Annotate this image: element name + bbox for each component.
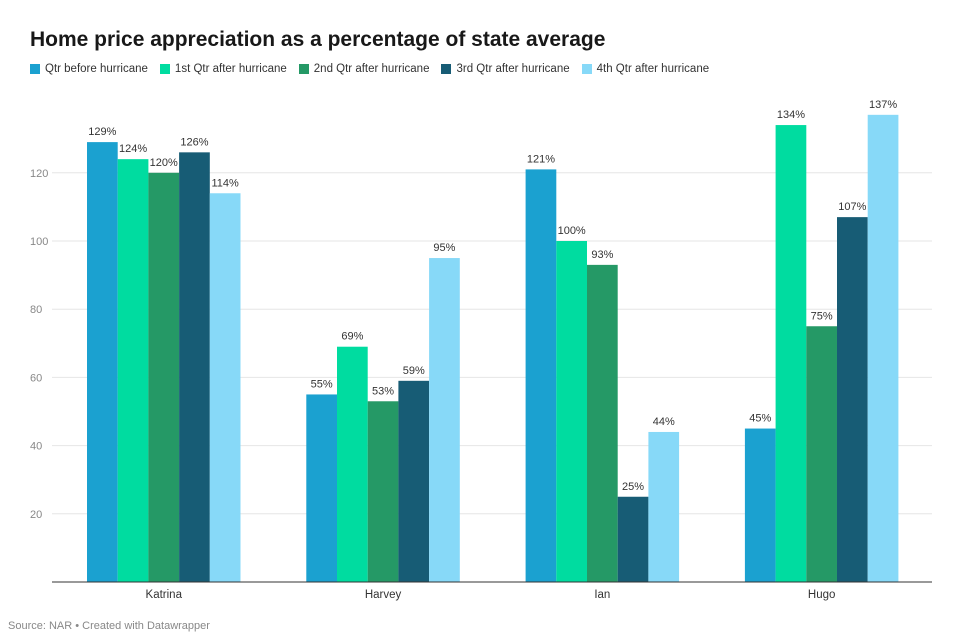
bar-value-label: 137%	[869, 99, 897, 111]
y-tick-label: 60	[30, 372, 42, 384]
bar	[867, 114, 899, 582]
legend-item: 4th Qtr after hurricane	[581, 63, 710, 75]
bar	[744, 428, 776, 582]
bar	[429, 258, 460, 582]
bar	[209, 193, 241, 582]
bar-value-label: 100%	[558, 225, 586, 237]
y-tick-label: 20	[30, 509, 42, 521]
bar-value-label: 45%	[749, 413, 771, 425]
source-footer: Source: NAR • Created with Datawrapper	[8, 620, 210, 632]
legend-item: 3rd Qtr after hurricane	[441, 63, 570, 75]
x-category-label: Ian	[594, 589, 610, 601]
bar	[837, 217, 868, 582]
x-category-label: Hugo	[808, 589, 836, 601]
bar-value-label: 126%	[180, 136, 208, 148]
bar	[179, 152, 210, 582]
legend-item: 2nd Qtr after hurricane	[298, 63, 430, 75]
legend-swatch	[30, 64, 40, 74]
bar	[117, 159, 149, 582]
bar-value-label: 124%	[119, 143, 147, 155]
y-tick-label: 80	[30, 304, 42, 316]
bar	[337, 346, 368, 582]
bar	[398, 380, 430, 582]
y-tick-label: 120	[30, 168, 48, 180]
bar	[87, 142, 118, 583]
bar-value-label: 120%	[150, 157, 178, 169]
legend-label: 1st Qtr after hurricane	[174, 63, 287, 75]
bar-value-label: 114%	[211, 177, 239, 189]
bar-value-label: 59%	[403, 365, 425, 377]
bar-value-label: 69%	[341, 331, 363, 343]
bar-value-label: 25%	[622, 481, 644, 493]
bar	[367, 401, 399, 582]
legend-label: Qtr before hurricane	[45, 63, 148, 75]
bar	[306, 394, 337, 582]
bar-value-label: 129%	[88, 126, 116, 138]
legend-swatch	[441, 64, 452, 74]
bar	[556, 241, 587, 582]
y-tick-label: 40	[30, 441, 42, 453]
bar-value-label: 134%	[777, 109, 805, 121]
legend-item: 1st Qtr after hurricane	[159, 63, 287, 75]
bar-value-label: 75%	[811, 310, 833, 322]
bar	[648, 431, 680, 582]
legend-label: 3rd Qtr after hurricane	[456, 63, 570, 75]
bar-value-label: 93%	[591, 249, 613, 261]
legend-label: 2nd Qtr after hurricane	[313, 63, 430, 75]
chart-legend: Qtr before hurricane 1st Qtr after hurric…	[30, 63, 709, 75]
bar-value-label: 107%	[838, 201, 866, 213]
bar	[525, 169, 557, 582]
bar	[587, 264, 618, 582]
legend-swatch	[581, 64, 592, 74]
x-category-label: Katrina	[146, 589, 183, 601]
bar	[775, 125, 807, 582]
bar-value-label: 44%	[653, 416, 675, 428]
legend-swatch	[159, 64, 170, 74]
bar	[806, 326, 837, 582]
bar-value-label: 95%	[433, 242, 455, 254]
bar-value-label: 55%	[311, 378, 333, 390]
x-category-label: Harvey	[365, 589, 402, 601]
bar-value-label: 121%	[527, 153, 555, 165]
chart-title: Home price appreciation as a percentage …	[30, 28, 606, 51]
bar	[617, 496, 649, 582]
y-tick-label: 100	[30, 236, 48, 248]
legend-swatch	[298, 64, 309, 74]
legend-item: Qtr before hurricane	[30, 63, 148, 75]
legend-label: 4th Qtr after hurricane	[596, 63, 710, 75]
bar	[148, 172, 180, 583]
bar-value-label: 53%	[372, 385, 394, 397]
